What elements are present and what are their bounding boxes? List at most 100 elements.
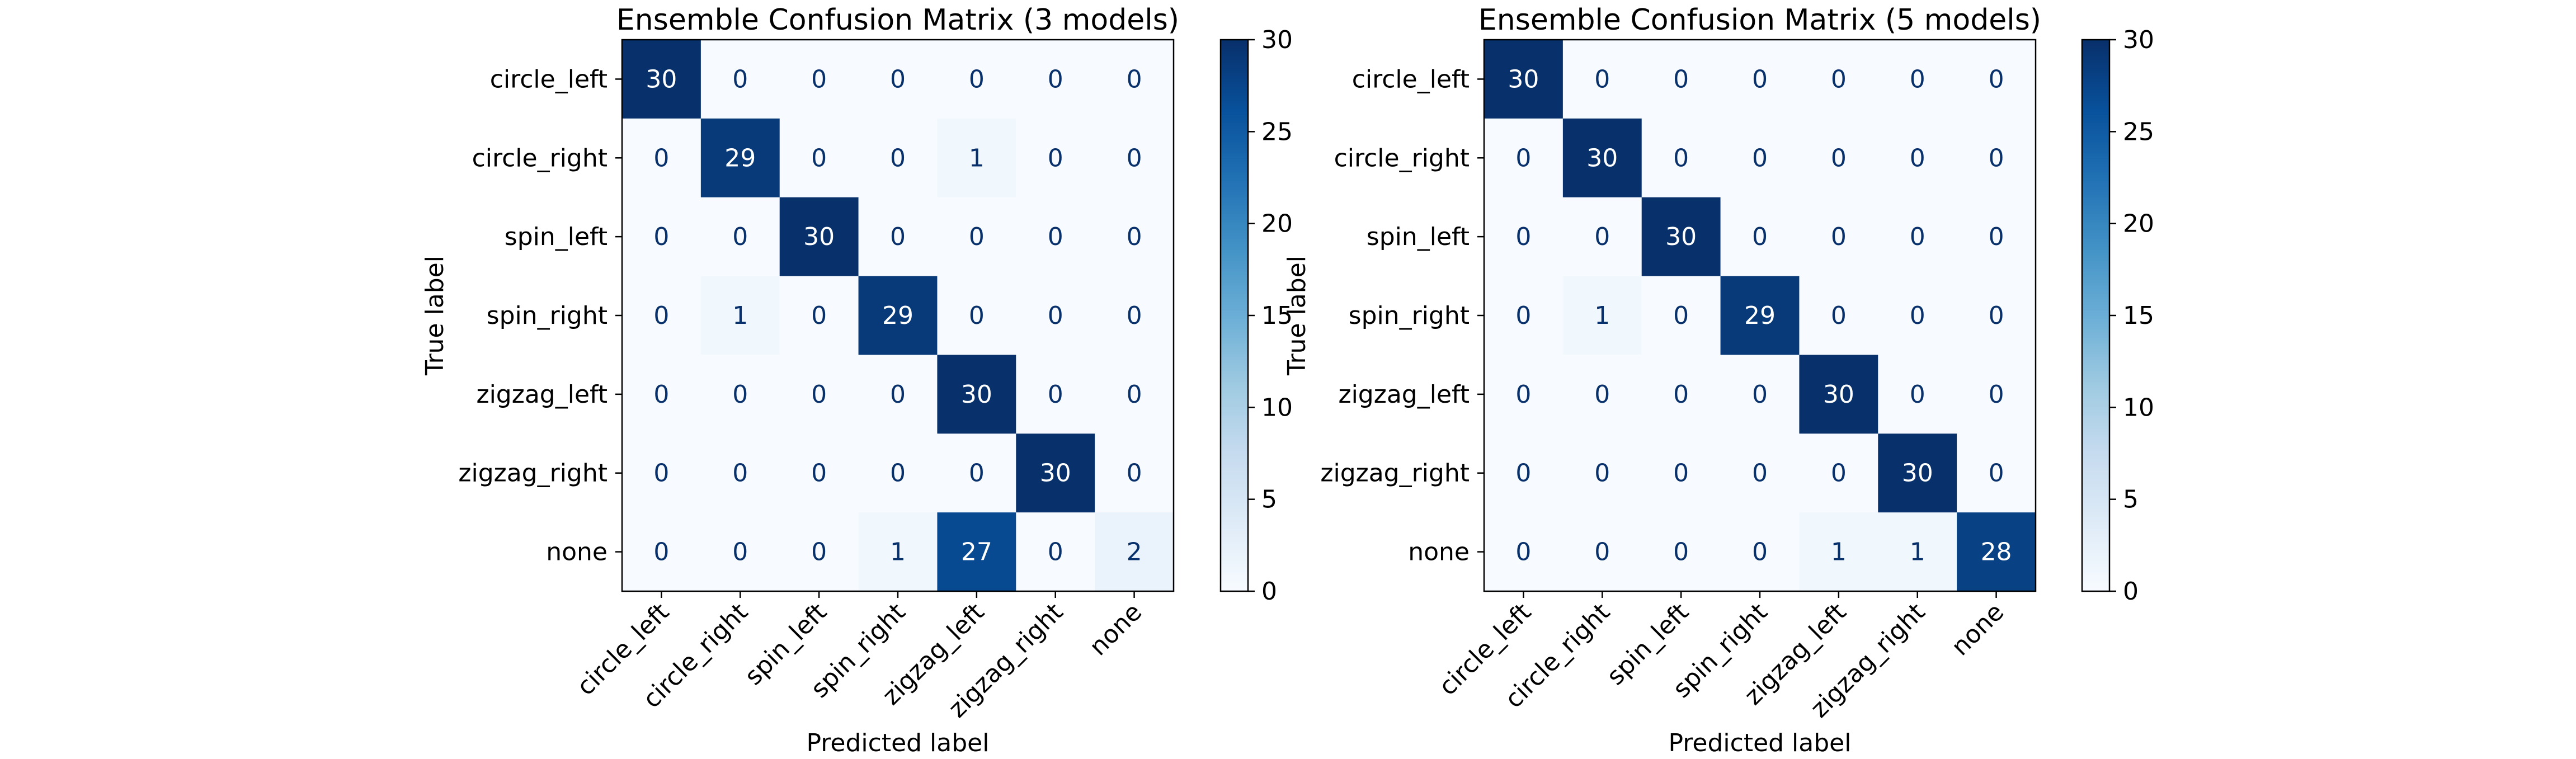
colorbar-gradient-step — [2082, 81, 2109, 84]
colorbar-gradient-step — [1221, 544, 1248, 548]
cell-value-label: 0 — [732, 538, 748, 567]
colorbar-tick-label: 0 — [1261, 577, 1277, 606]
colorbar-gradient-step — [2082, 241, 2109, 244]
colorbar-gradient-step — [1221, 177, 1248, 181]
colorbar-gradient-step — [1221, 318, 1248, 322]
colorbar-gradient-step — [2082, 89, 2109, 93]
colorbar-gradient-step — [2082, 367, 2109, 371]
colorbar-gradient-step — [1221, 166, 1248, 170]
colorbar-gradient-step — [2082, 439, 2109, 443]
colorbar-gradient-step — [1221, 293, 1248, 297]
cell-value-label: 0 — [1673, 144, 1689, 172]
colorbar-gradient-step — [1221, 252, 1248, 256]
colorbar-gradient-step — [2082, 467, 2109, 470]
colorbar-gradient-step — [2082, 109, 2109, 112]
colorbar-gradient-step — [2082, 279, 2109, 283]
colorbar-gradient-step — [1221, 147, 1248, 150]
cell-value-label: 29 — [724, 144, 756, 172]
colorbar-gradient-step — [1221, 431, 1248, 435]
chart-title: Ensemble Confusion Matrix (3 models) — [616, 3, 1179, 37]
cell-value-label: 0 — [1594, 538, 1610, 567]
colorbar-gradient-step — [2082, 100, 2109, 104]
colorbar-gradient-step — [1221, 221, 1248, 225]
heatmap-cell — [700, 197, 780, 277]
colorbar-gradient-step — [1221, 125, 1248, 129]
cell-value-label: 27 — [961, 538, 992, 567]
colorbar-gradient-step — [1221, 128, 1248, 131]
colorbar-gradient-step — [2082, 64, 2109, 68]
colorbar-gradient-step — [2082, 290, 2109, 294]
cell-value-label: 0 — [1989, 380, 2004, 409]
colorbar-gradient-step — [2082, 525, 2109, 529]
cell-value-label: 1 — [890, 538, 906, 567]
colorbar-gradient-step — [2082, 387, 2109, 390]
heatmap-cell — [1641, 355, 1721, 434]
cell-value-label: 0 — [811, 301, 827, 330]
colorbar-gradient-step — [2082, 461, 2109, 465]
cell-value-label: 30 — [1586, 144, 1618, 172]
colorbar-gradient-step — [2082, 301, 2109, 305]
heatmap-cell — [1878, 197, 1957, 277]
colorbar-gradient-step — [2082, 423, 2109, 426]
colorbar-gradient-step — [1221, 346, 1248, 349]
colorbar-gradient-step — [1221, 249, 1248, 253]
colorbar-gradient-step — [1221, 497, 1248, 501]
colorbar-gradient-step — [2082, 456, 2109, 460]
cell-value-label: 0 — [890, 144, 906, 172]
colorbar-gradient-step — [1221, 417, 1248, 421]
colorbar-tick-label: 15 — [2123, 301, 2154, 330]
y-tick-label: spin_right — [487, 301, 607, 330]
colorbar-gradient-step — [1221, 191, 1248, 195]
heatmap-cell — [700, 276, 780, 356]
confusion-matrix-panel-1: Ensemble Confusion Matrix (3 models)30 0 0… — [421, 3, 1293, 757]
cell-value-label: 0 — [1752, 65, 1768, 93]
colorbar-gradient-step — [2082, 483, 2109, 487]
cell-value-label: 0 — [1752, 223, 1768, 251]
heatmap-cell — [779, 197, 859, 277]
cell-value-label: 0 — [1673, 538, 1689, 567]
colorbar-gradient-step — [1221, 577, 1248, 581]
colorbar-gradient-step — [2082, 274, 2109, 277]
colorbar-gradient-step — [1221, 483, 1248, 487]
colorbar-gradient-step — [2082, 492, 2109, 496]
heatmap-cell — [1720, 355, 1800, 434]
y-tick-label: zigzag_right — [1320, 459, 1470, 488]
colorbar-gradient-step — [1221, 153, 1248, 156]
colorbar-gradient-step — [2082, 480, 2109, 484]
colorbar-gradient-step — [2082, 574, 2109, 578]
colorbar-gradient-step — [2082, 445, 2109, 449]
colorbar-gradient-step — [2082, 169, 2109, 173]
cell-value-label: 0 — [732, 65, 748, 93]
cell-value-label: 0 — [1752, 538, 1768, 567]
cell-value-label: 0 — [1831, 144, 1847, 172]
colorbar-gradient-step — [2082, 343, 2109, 347]
colorbar-gradient-step — [2082, 475, 2109, 479]
colorbar-gradient-step — [2082, 125, 2109, 129]
heatmap-cell — [1484, 512, 1564, 592]
colorbar-gradient-step — [1221, 208, 1248, 211]
colorbar-gradient-step — [2082, 426, 2109, 429]
x-axis-label: Predicted label — [1669, 729, 1852, 757]
colorbar-gradient-step — [1221, 329, 1248, 333]
colorbar-gradient-step — [1221, 519, 1248, 523]
colorbar-gradient-step — [1221, 340, 1248, 344]
colorbar-gradient-step — [2082, 569, 2109, 573]
heatmap-cell — [1799, 197, 1878, 277]
colorbar-tick-label: 5 — [1261, 485, 1277, 514]
colorbar-gradient-step — [2082, 516, 2109, 520]
colorbar-gradient-step — [1221, 53, 1248, 57]
colorbar-gradient-step — [2082, 287, 2109, 291]
colorbar-gradient-step — [2082, 95, 2109, 98]
colorbar-gradient-step — [1221, 119, 1248, 123]
colorbar-gradient-step — [1221, 117, 1248, 120]
colorbar-gradient-step — [2082, 453, 2109, 457]
cell-value-label: 30 — [1902, 459, 1933, 488]
heatmap-cell — [858, 40, 938, 119]
y-tick-label: circle_right — [472, 144, 607, 172]
colorbar-gradient-step — [2082, 210, 2109, 214]
colorbar-gradient-step — [2082, 420, 2109, 424]
colorbar-gradient-step — [2082, 577, 2109, 581]
colorbar-gradient-step — [1221, 150, 1248, 153]
cell-value-label: 0 — [1515, 380, 1531, 409]
colorbar-gradient-step — [2082, 494, 2109, 498]
